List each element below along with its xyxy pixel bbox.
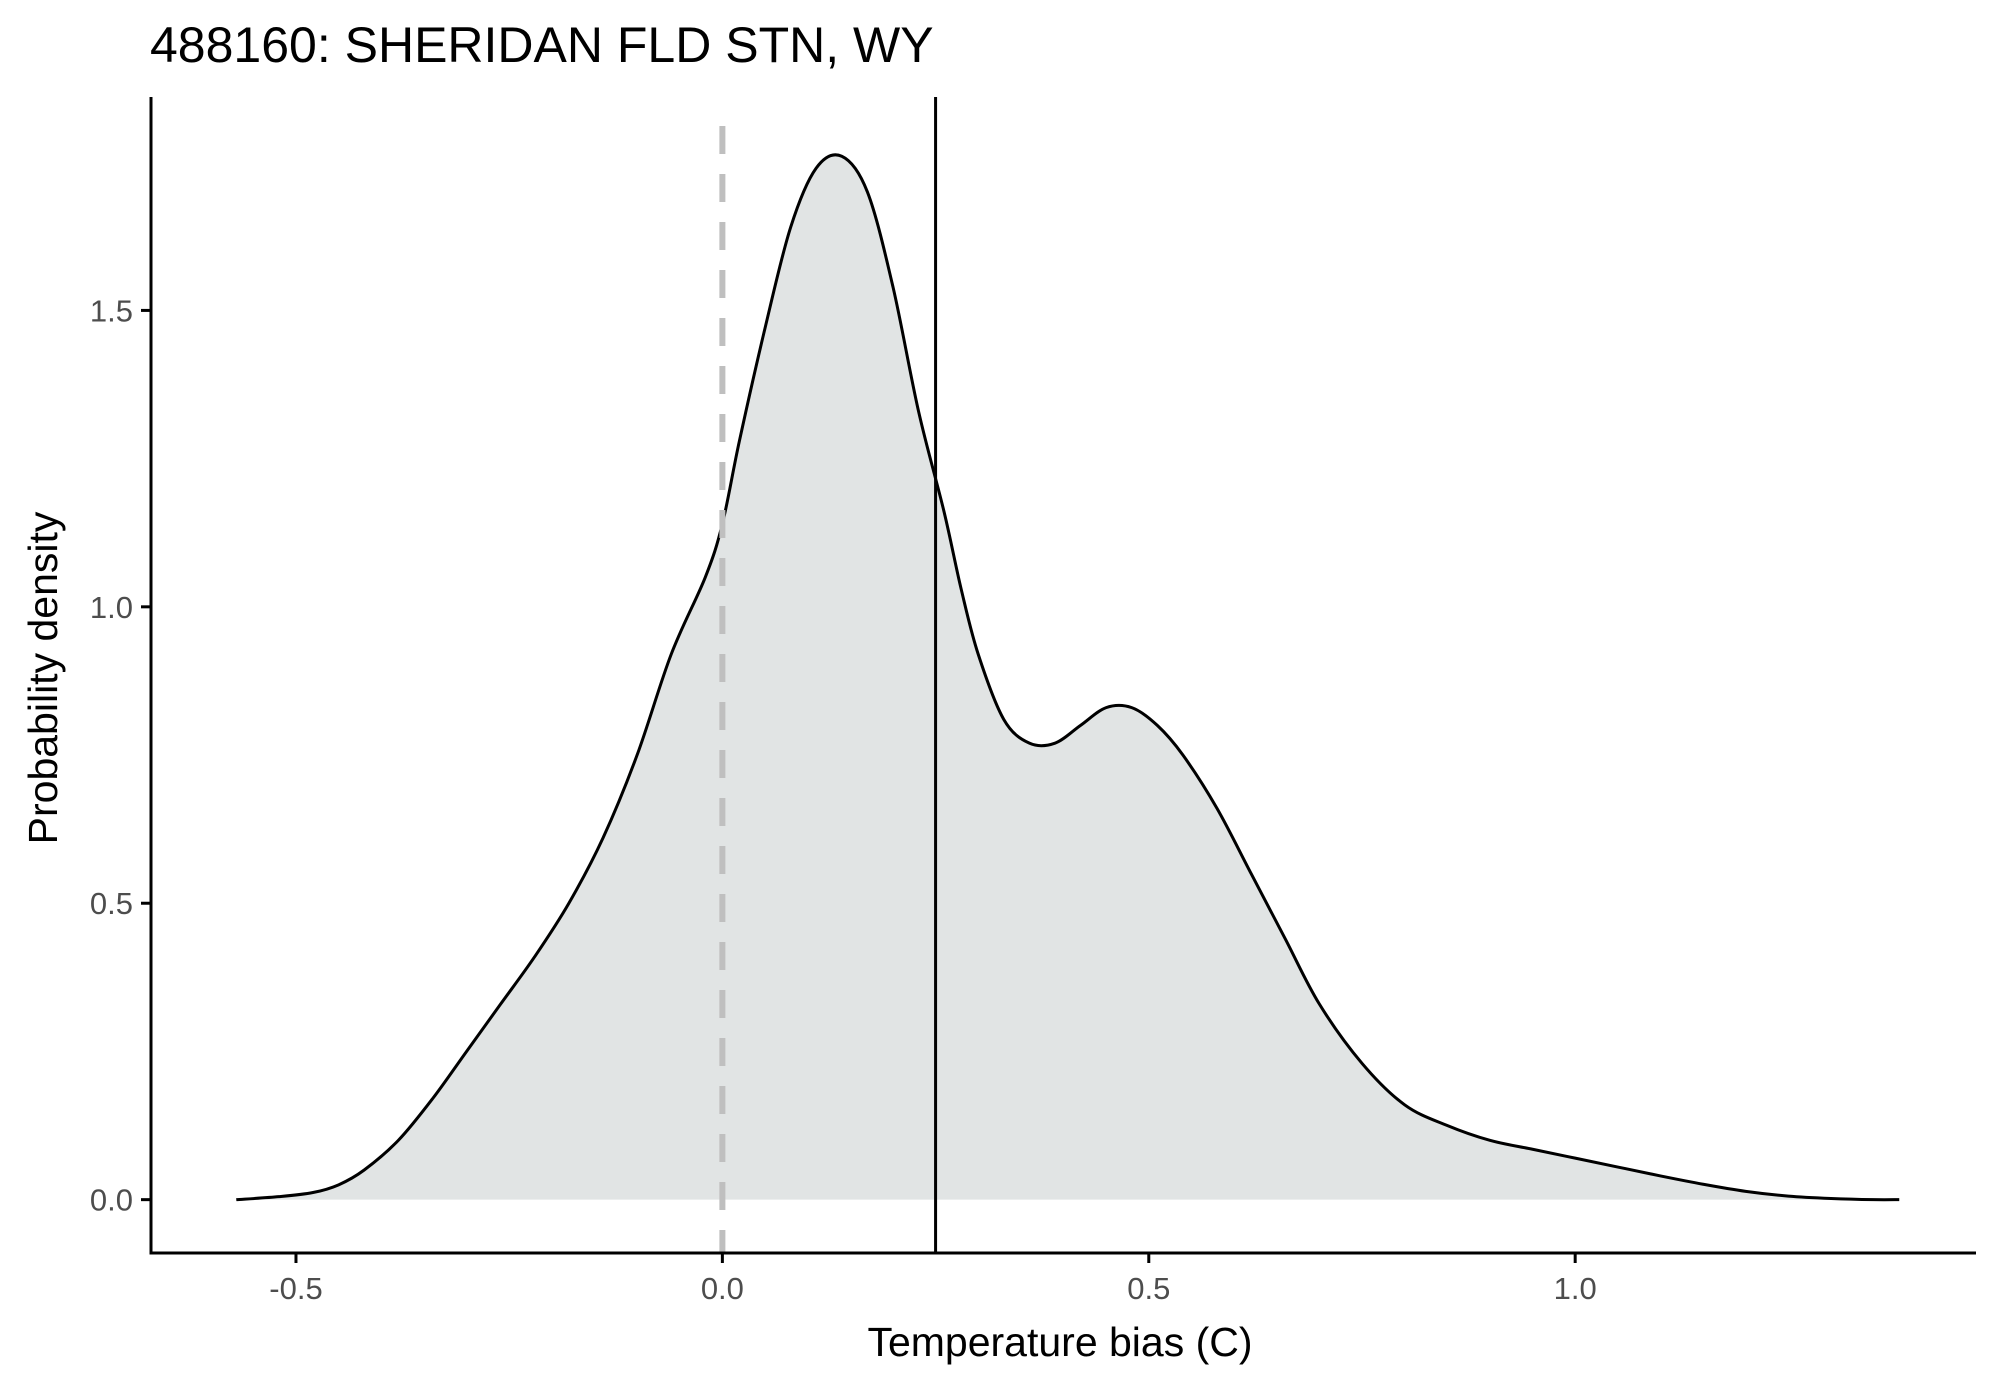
y-axis-label: Probability density: [20, 511, 66, 844]
x-tick-label: 0.0: [701, 1271, 744, 1306]
y-tick-label: 1.5: [90, 293, 133, 328]
y-tick-label: 0.5: [90, 886, 133, 921]
density-curve-0: [236, 153, 1900, 1202]
x-tick-label: 1.0: [1554, 1271, 1597, 1306]
y-tick-label: 0.0: [90, 1183, 133, 1218]
x-axis-label: Temperature bias (C): [867, 1319, 1252, 1365]
x-tick-label: -0.5: [269, 1271, 322, 1306]
y-tick-label: 1.0: [90, 590, 133, 625]
plot-area: -0.5 0.0 0.5 1.0 0.0 0.5 1.0 1.5: [90, 97, 1976, 1306]
density-area-0: [236, 154, 1900, 1200]
x-tick-label: 0.5: [1127, 1271, 1170, 1306]
chart-title: 488160: SHERIDAN FLD STN, WY: [150, 17, 934, 73]
